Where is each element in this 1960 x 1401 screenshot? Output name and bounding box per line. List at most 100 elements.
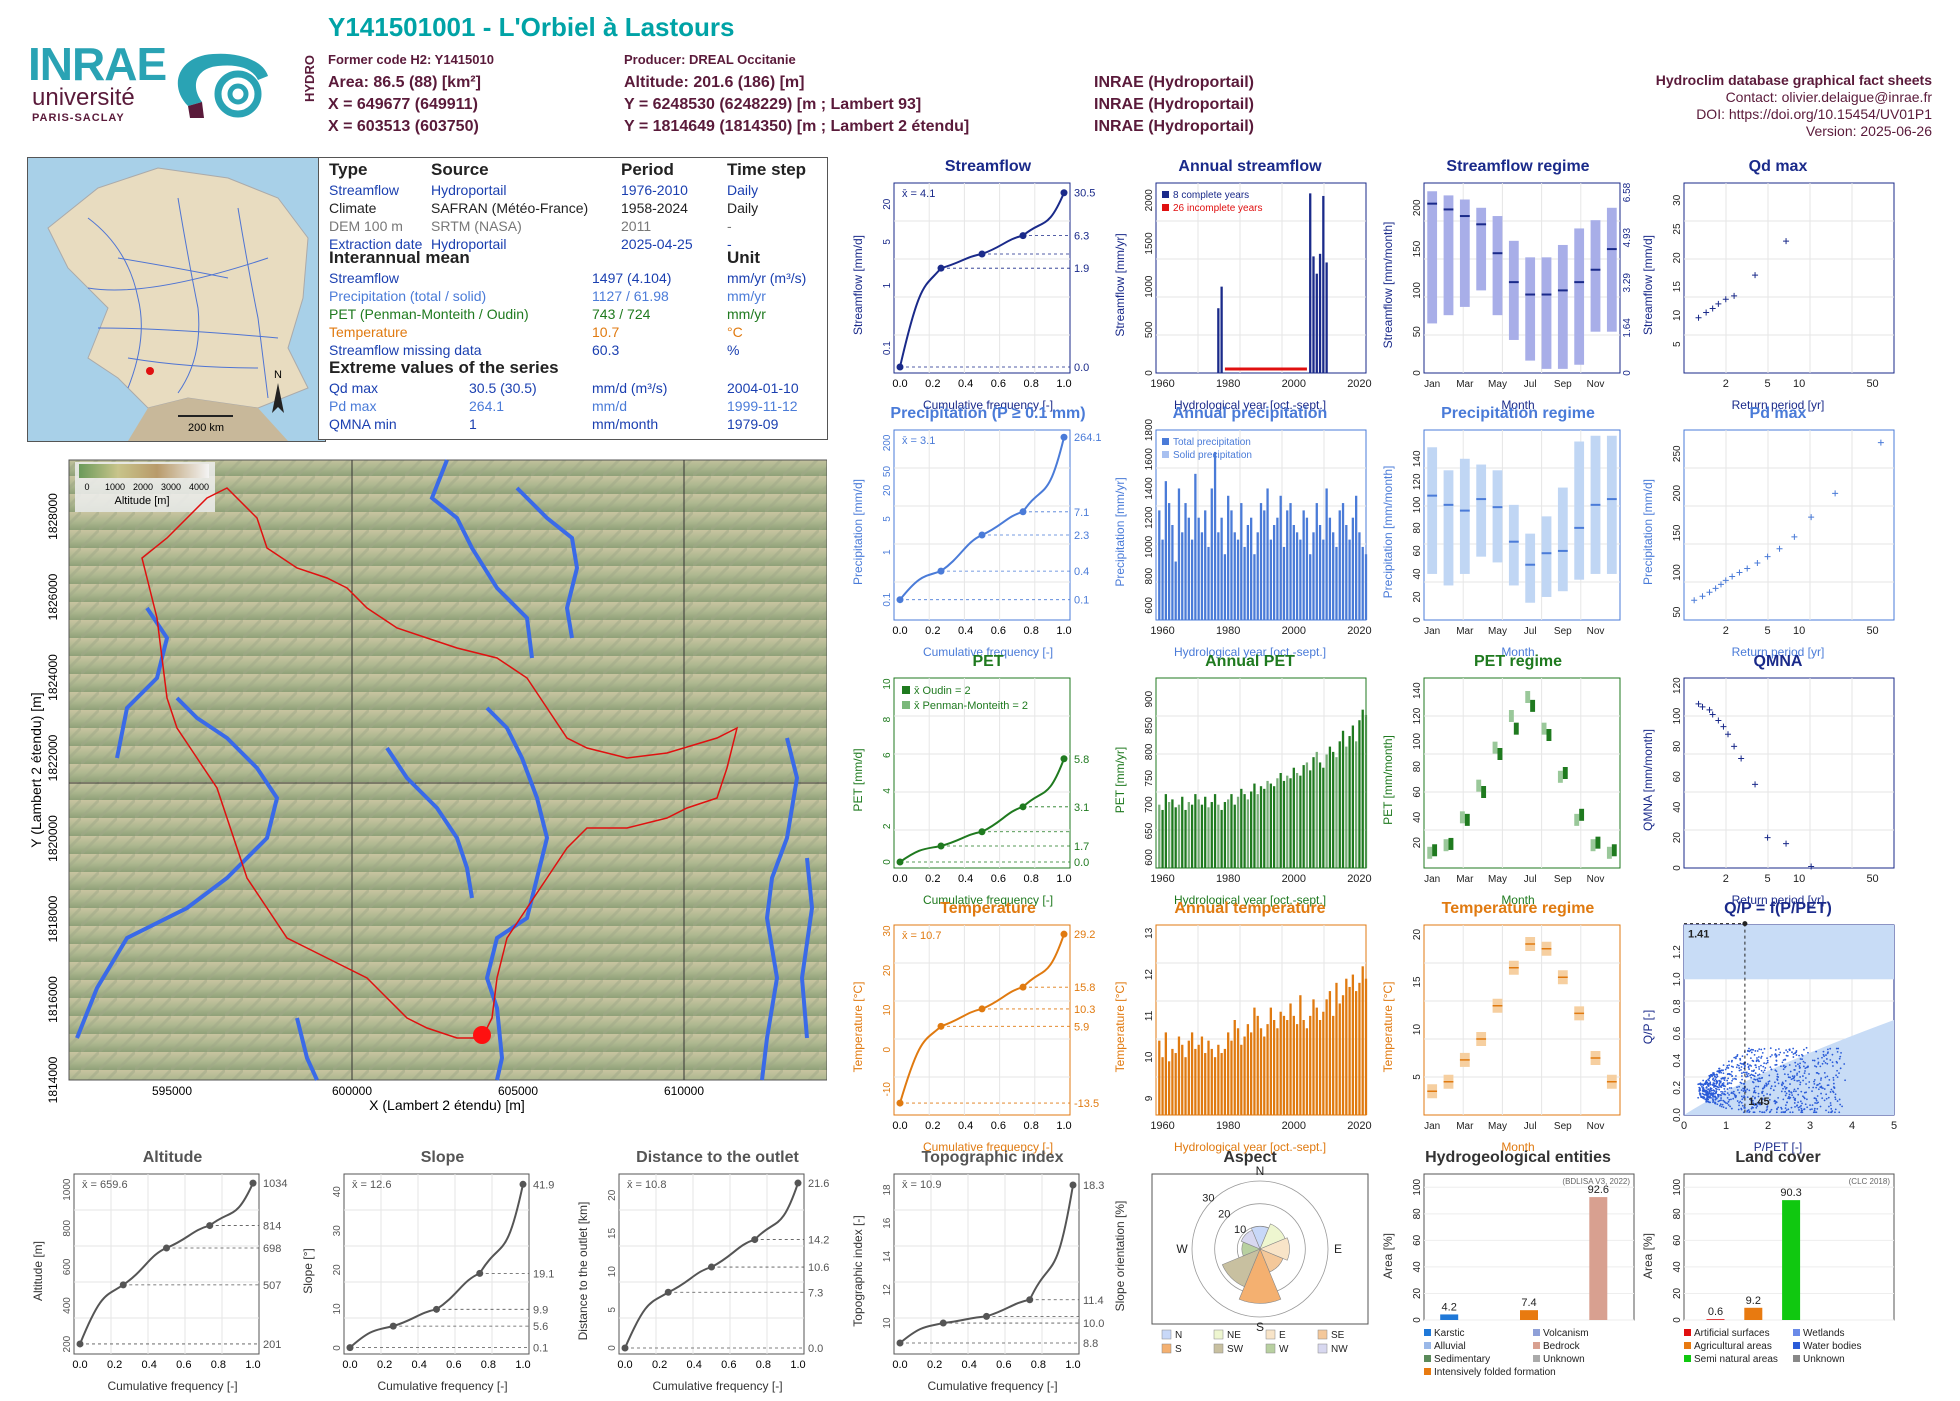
qp-point: [1759, 1077, 1761, 1080]
annual-bar: [1253, 554, 1256, 620]
annual-bar: [1174, 807, 1177, 868]
return-period-point: [1754, 560, 1761, 566]
x-tick: 0.2: [925, 625, 940, 637]
qp-point: [1805, 1066, 1808, 1069]
annual-bar: [1197, 799, 1200, 868]
month-tick: May: [1488, 874, 1507, 885]
regime-box-penman: [1590, 839, 1596, 852]
map-ytick: 1822000: [46, 734, 60, 781]
qp-point: [1741, 1104, 1744, 1107]
annual-bar: [1187, 802, 1190, 868]
logo: INRAE université PARIS-SACLAY HYDRO: [28, 38, 317, 124]
x-tick: 0.4: [142, 1359, 157, 1371]
y-tick: 500: [1144, 321, 1155, 338]
qp-point: [1719, 1093, 1721, 1096]
regime-range: [1492, 216, 1503, 316]
y-tick: 5: [607, 1307, 618, 1313]
annual-bar: [1259, 1028, 1263, 1115]
right-quantile-label: 2.3: [1074, 530, 1089, 542]
regime-range: [1508, 240, 1519, 340]
annual-bar: [1325, 262, 1328, 373]
qp-point: [1789, 1070, 1792, 1073]
plot-frame: [1683, 429, 1895, 621]
qp-point: [1827, 1051, 1829, 1054]
x-axis-label: Cumulative frequency [-]: [923, 645, 1053, 659]
y-tick: 800: [62, 1219, 73, 1236]
qp-point: [1817, 1088, 1820, 1091]
annual-bar: [1276, 1028, 1279, 1115]
logo-inrae: INRAE: [28, 38, 167, 90]
mean-label: x̄ = 10.8: [627, 1179, 666, 1191]
chart-pet-regime: PET regime Month PET [mm/month] Jan Mar May Ju…: [1380, 650, 1656, 910]
y-axis-label: Slope [°]: [301, 1248, 315, 1294]
qp-point: [1708, 1092, 1711, 1095]
regime-box-oudin: [1530, 699, 1536, 712]
annual-bar: [1167, 1061, 1171, 1115]
right-quantile-label: 0.4: [1074, 566, 1089, 578]
annual-bar: [1269, 1007, 1272, 1115]
qp-point: [1736, 1100, 1739, 1102]
qp-point: [1822, 1053, 1825, 1056]
annual-bar: [1167, 802, 1171, 868]
qp-point: [1720, 1086, 1723, 1088]
qp-point: [1790, 1091, 1793, 1094]
legend-swatch: [1213, 1329, 1224, 1340]
y-tick: 5: [882, 516, 893, 522]
legend-swatch: [1162, 451, 1169, 458]
return-period-point: [1699, 593, 1706, 600]
annual-bar: [1161, 539, 1164, 620]
altitude-legend-tick: 0: [84, 482, 89, 492]
qp-point: [1795, 1054, 1798, 1056]
legend-entry: Bedrock: [1543, 1341, 1581, 1352]
qp-point: [1714, 1091, 1717, 1094]
qp-point: [1805, 1046, 1808, 1049]
qp-point: [1762, 1094, 1765, 1097]
right-quantile-label: 6.3: [1074, 231, 1089, 243]
extreme-title: Extreme values of the series: [329, 358, 559, 377]
x-tick: 0.2: [652, 1359, 667, 1371]
return-period-point: [1706, 589, 1713, 596]
qp-point: [1838, 1111, 1841, 1114]
annual-bar: [1210, 488, 1213, 620]
qp-point: [1832, 1065, 1834, 1067]
qp-point: [1837, 1047, 1840, 1050]
qp-point: [1795, 1050, 1798, 1052]
qp-point: [1792, 1047, 1795, 1050]
y-tick: 400: [62, 1297, 73, 1314]
qp-point: [1817, 1083, 1819, 1086]
qp-point: [1747, 1109, 1750, 1111]
qp-point: [1743, 1065, 1746, 1068]
qp-point: [1705, 1098, 1708, 1101]
qp-point: [1729, 1105, 1732, 1108]
y-tick: 200: [882, 434, 893, 451]
qp-point: [1747, 1065, 1750, 1068]
annual-bar: [1200, 532, 1204, 620]
chart-svg-hydrogeology: Hydrogeological entities Area [%] 0 20 40 60 8…: [1381, 1149, 1635, 1378]
y-axis-label: Area [%]: [1381, 1233, 1395, 1279]
qp-point: [1722, 1106, 1725, 1109]
qp-point: [1746, 1088, 1749, 1091]
annual-bar: [1328, 991, 1332, 1115]
altitude-legend-tick: 2000: [133, 482, 153, 492]
x-tick: 10: [1793, 873, 1805, 885]
qp-point: [1782, 1111, 1784, 1113]
qp-point: [1770, 1068, 1773, 1071]
y-tick: 0.0: [1672, 1108, 1683, 1122]
chart-hydrogeology: Hydrogeological entities Area [%] 0 20 40 60 8…: [1380, 1146, 1656, 1396]
month-tick: Mar: [1456, 1121, 1474, 1132]
qp-point: [1757, 1074, 1759, 1077]
x-tick: 0.2: [925, 378, 940, 390]
qp-point: [1792, 1096, 1795, 1099]
info-source: SRTM (NASA): [431, 218, 522, 234]
qp-point: [1797, 1087, 1799, 1090]
x-tick: 4: [1849, 1120, 1855, 1132]
chart-title: Pd max: [1750, 405, 1807, 422]
legend-swatch: [1684, 1342, 1691, 1349]
month-tick: Sep: [1554, 626, 1572, 637]
qp-point: [1722, 1099, 1725, 1102]
qp-point: [1748, 1047, 1750, 1050]
chart-svg-streamflow: Streamflow Cumulative frequency [-] Stream…: [851, 158, 1095, 412]
y-tick: 60: [1412, 545, 1423, 557]
y-tick: 140: [1412, 682, 1423, 699]
chart-svg-slope: Slope Cumulative frequency [-] Slope [°] 41…: [301, 1149, 554, 1393]
